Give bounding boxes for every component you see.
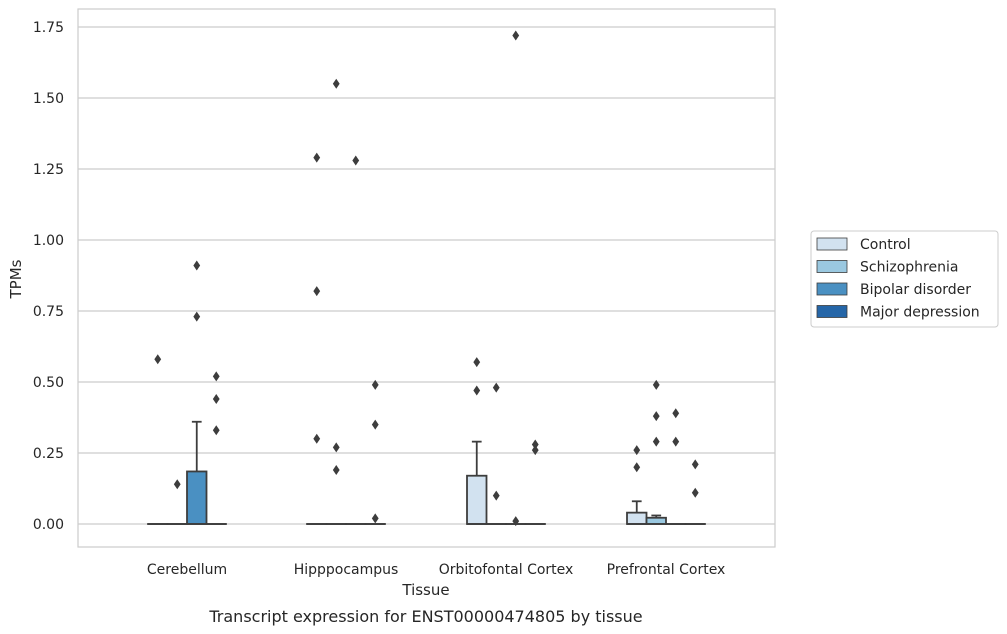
outlier-point <box>173 479 181 490</box>
x-tick-label-prefrontal-cortex: Prefrontal Cortex <box>607 562 726 578</box>
legend: Control Schizophrenia Bipolar disorder Majo… <box>810 230 999 328</box>
y-tick-labels: 0.00 0.25 0.50 0.75 1.00 1.25 1.50 1.75 <box>33 20 64 533</box>
outlier-point <box>633 462 641 473</box>
box-orbitofontal-cortex-control <box>466 440 488 525</box>
legend-swatch <box>816 260 848 273</box>
legend-label: Control <box>860 237 911 253</box>
outlier-point <box>313 433 321 444</box>
y-axis-title: TPMs <box>7 259 25 299</box>
outlier-point <box>512 30 520 41</box>
outlier-point <box>672 436 680 447</box>
outlier-point <box>531 439 539 450</box>
y-tick-label: 1.75 <box>33 20 64 36</box>
outlier-point <box>332 442 340 453</box>
legend-swatch <box>816 237 848 251</box>
outlier-point <box>212 371 220 382</box>
legend-frame <box>810 230 999 328</box>
outlier-point <box>512 516 520 527</box>
box-body <box>466 474 488 525</box>
legend-label: Schizophrenia <box>860 260 958 276</box>
outlier-point <box>531 445 539 456</box>
outlier-point <box>691 487 699 498</box>
outlier-point <box>212 425 220 436</box>
legend-label: Major depression <box>860 305 980 321</box>
outlier-point <box>492 382 500 393</box>
outlier-point <box>313 286 321 297</box>
outlier-point <box>492 490 500 501</box>
legend-swatch <box>816 282 848 296</box>
plot-area-frame <box>77 8 776 548</box>
grid-lines <box>78 26 775 525</box>
y-tick-label: 1.50 <box>33 91 64 107</box>
legend-item-bipolar-disorder: Bipolar disorder <box>816 282 971 298</box>
box-prefrontal-cortex-schizophrenia <box>645 514 667 525</box>
outlier-point <box>652 411 660 422</box>
x-tick-label-cerebellum: Cerebellum <box>147 562 227 578</box>
outlier-point <box>193 260 201 271</box>
outlier-point <box>332 78 340 89</box>
legend-item-major-depression: Major depression <box>816 305 980 321</box>
outlier-point <box>652 379 660 390</box>
outlier-point <box>371 513 379 524</box>
outlier-point <box>672 408 680 419</box>
legend-swatch <box>816 305 848 318</box>
outlier-point <box>154 354 162 365</box>
x-tick-label-hipppocampus: Hipppocampus <box>294 562 399 578</box>
y-tick-label: 0.75 <box>33 304 64 320</box>
outlier-point <box>212 394 220 405</box>
x-axis-title: Tissue <box>401 581 449 599</box>
outlier-point <box>371 379 379 390</box>
outlier-point <box>332 465 340 476</box>
x-tick-labels: Cerebellum Hipppocampus Orbitofontal Corte… <box>147 562 725 578</box>
y-tick-label: 0.25 <box>33 446 64 462</box>
legend-label: Bipolar disorder <box>860 282 971 298</box>
chart-caption: Transcript expression for ENST0000047480… <box>208 607 642 626</box>
y-tick-label: 0.00 <box>33 517 64 533</box>
outlier-point <box>352 155 360 166</box>
outlier-point <box>313 152 321 163</box>
outlier-point <box>473 385 481 396</box>
outlier-point <box>633 445 641 456</box>
outlier-point <box>193 311 201 322</box>
box-series <box>147 420 706 525</box>
outlier-point <box>371 419 379 430</box>
box-prefrontal-cortex-control <box>626 500 648 525</box>
outlier-point <box>652 436 660 447</box>
x-tick-label-orbitofontal-cortex: Orbitofontal Cortex <box>439 562 574 578</box>
y-tick-label: 1.25 <box>33 162 64 178</box>
y-tick-label: 0.50 <box>33 375 64 391</box>
box-body <box>626 511 648 525</box>
box-cerebellum-bipolar-disorder <box>186 420 208 525</box>
legend-item-control: Control <box>816 237 911 253</box>
outlier-points <box>154 30 699 527</box>
outlier-point <box>473 357 481 368</box>
y-tick-label: 1.00 <box>33 233 64 249</box>
outlier-point <box>691 459 699 470</box>
box-body <box>186 470 208 525</box>
legend-item-schizophrenia: Schizophrenia <box>816 260 958 276</box>
box-body <box>645 516 667 525</box>
